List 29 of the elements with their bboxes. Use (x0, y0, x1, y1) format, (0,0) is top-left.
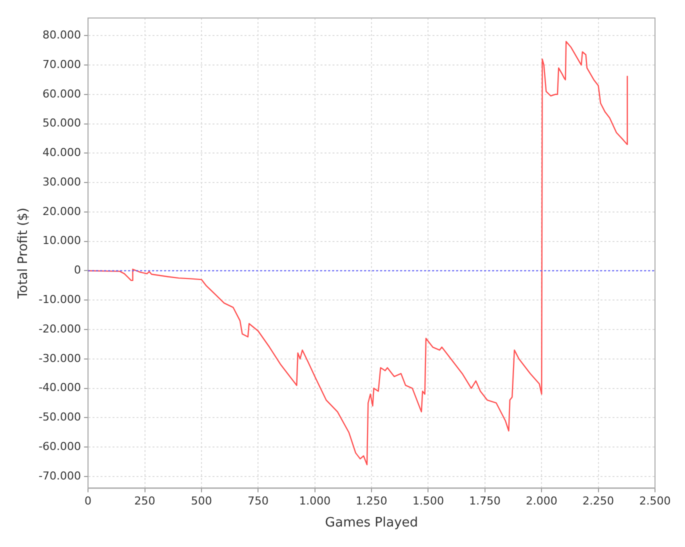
y-tick-label: -50.000 (38, 410, 82, 424)
x-tick-label: 0 (84, 494, 92, 508)
y-tick-label: 10.000 (42, 234, 82, 248)
y-tick-label: 60.000 (42, 87, 82, 100)
x-axis-title: Games Played (325, 516, 418, 531)
y-axis-title: Total Profit ($) (16, 208, 32, 300)
y-tick-label: -60.000 (38, 440, 82, 453)
x-tick-label: 500 (190, 494, 212, 508)
x-tick-label: 1.000 (299, 494, 331, 508)
y-tick-label: 0 (74, 264, 82, 277)
y-tick-label: 70.000 (42, 58, 82, 71)
x-tick-label: 750 (248, 494, 269, 508)
y-tick-label: 30.000 (42, 175, 82, 188)
x-tick-label: 250 (134, 494, 156, 508)
x-tick-label: 2.000 (526, 494, 558, 508)
x-tick-label: 2.500 (639, 494, 671, 508)
y-tick-label: 80.000 (42, 28, 82, 42)
x-tick-label: 1.750 (469, 494, 501, 508)
x-tick-label: 1.250 (356, 494, 388, 508)
y-tick-label: -30.000 (38, 352, 82, 365)
y-tick-label: -20.000 (38, 322, 82, 336)
y-tick-label: -40.000 (38, 381, 82, 394)
y-tick-label: -10.000 (38, 292, 82, 306)
y-tick-label: -70.000 (38, 469, 82, 482)
y-tick-label: 40.000 (42, 146, 82, 160)
y-tick-label: 20.000 (42, 204, 82, 218)
x-tick-label: 2.250 (582, 494, 614, 508)
x-tick-label: 1.500 (412, 494, 444, 508)
y-tick-label: 50.000 (42, 116, 82, 130)
